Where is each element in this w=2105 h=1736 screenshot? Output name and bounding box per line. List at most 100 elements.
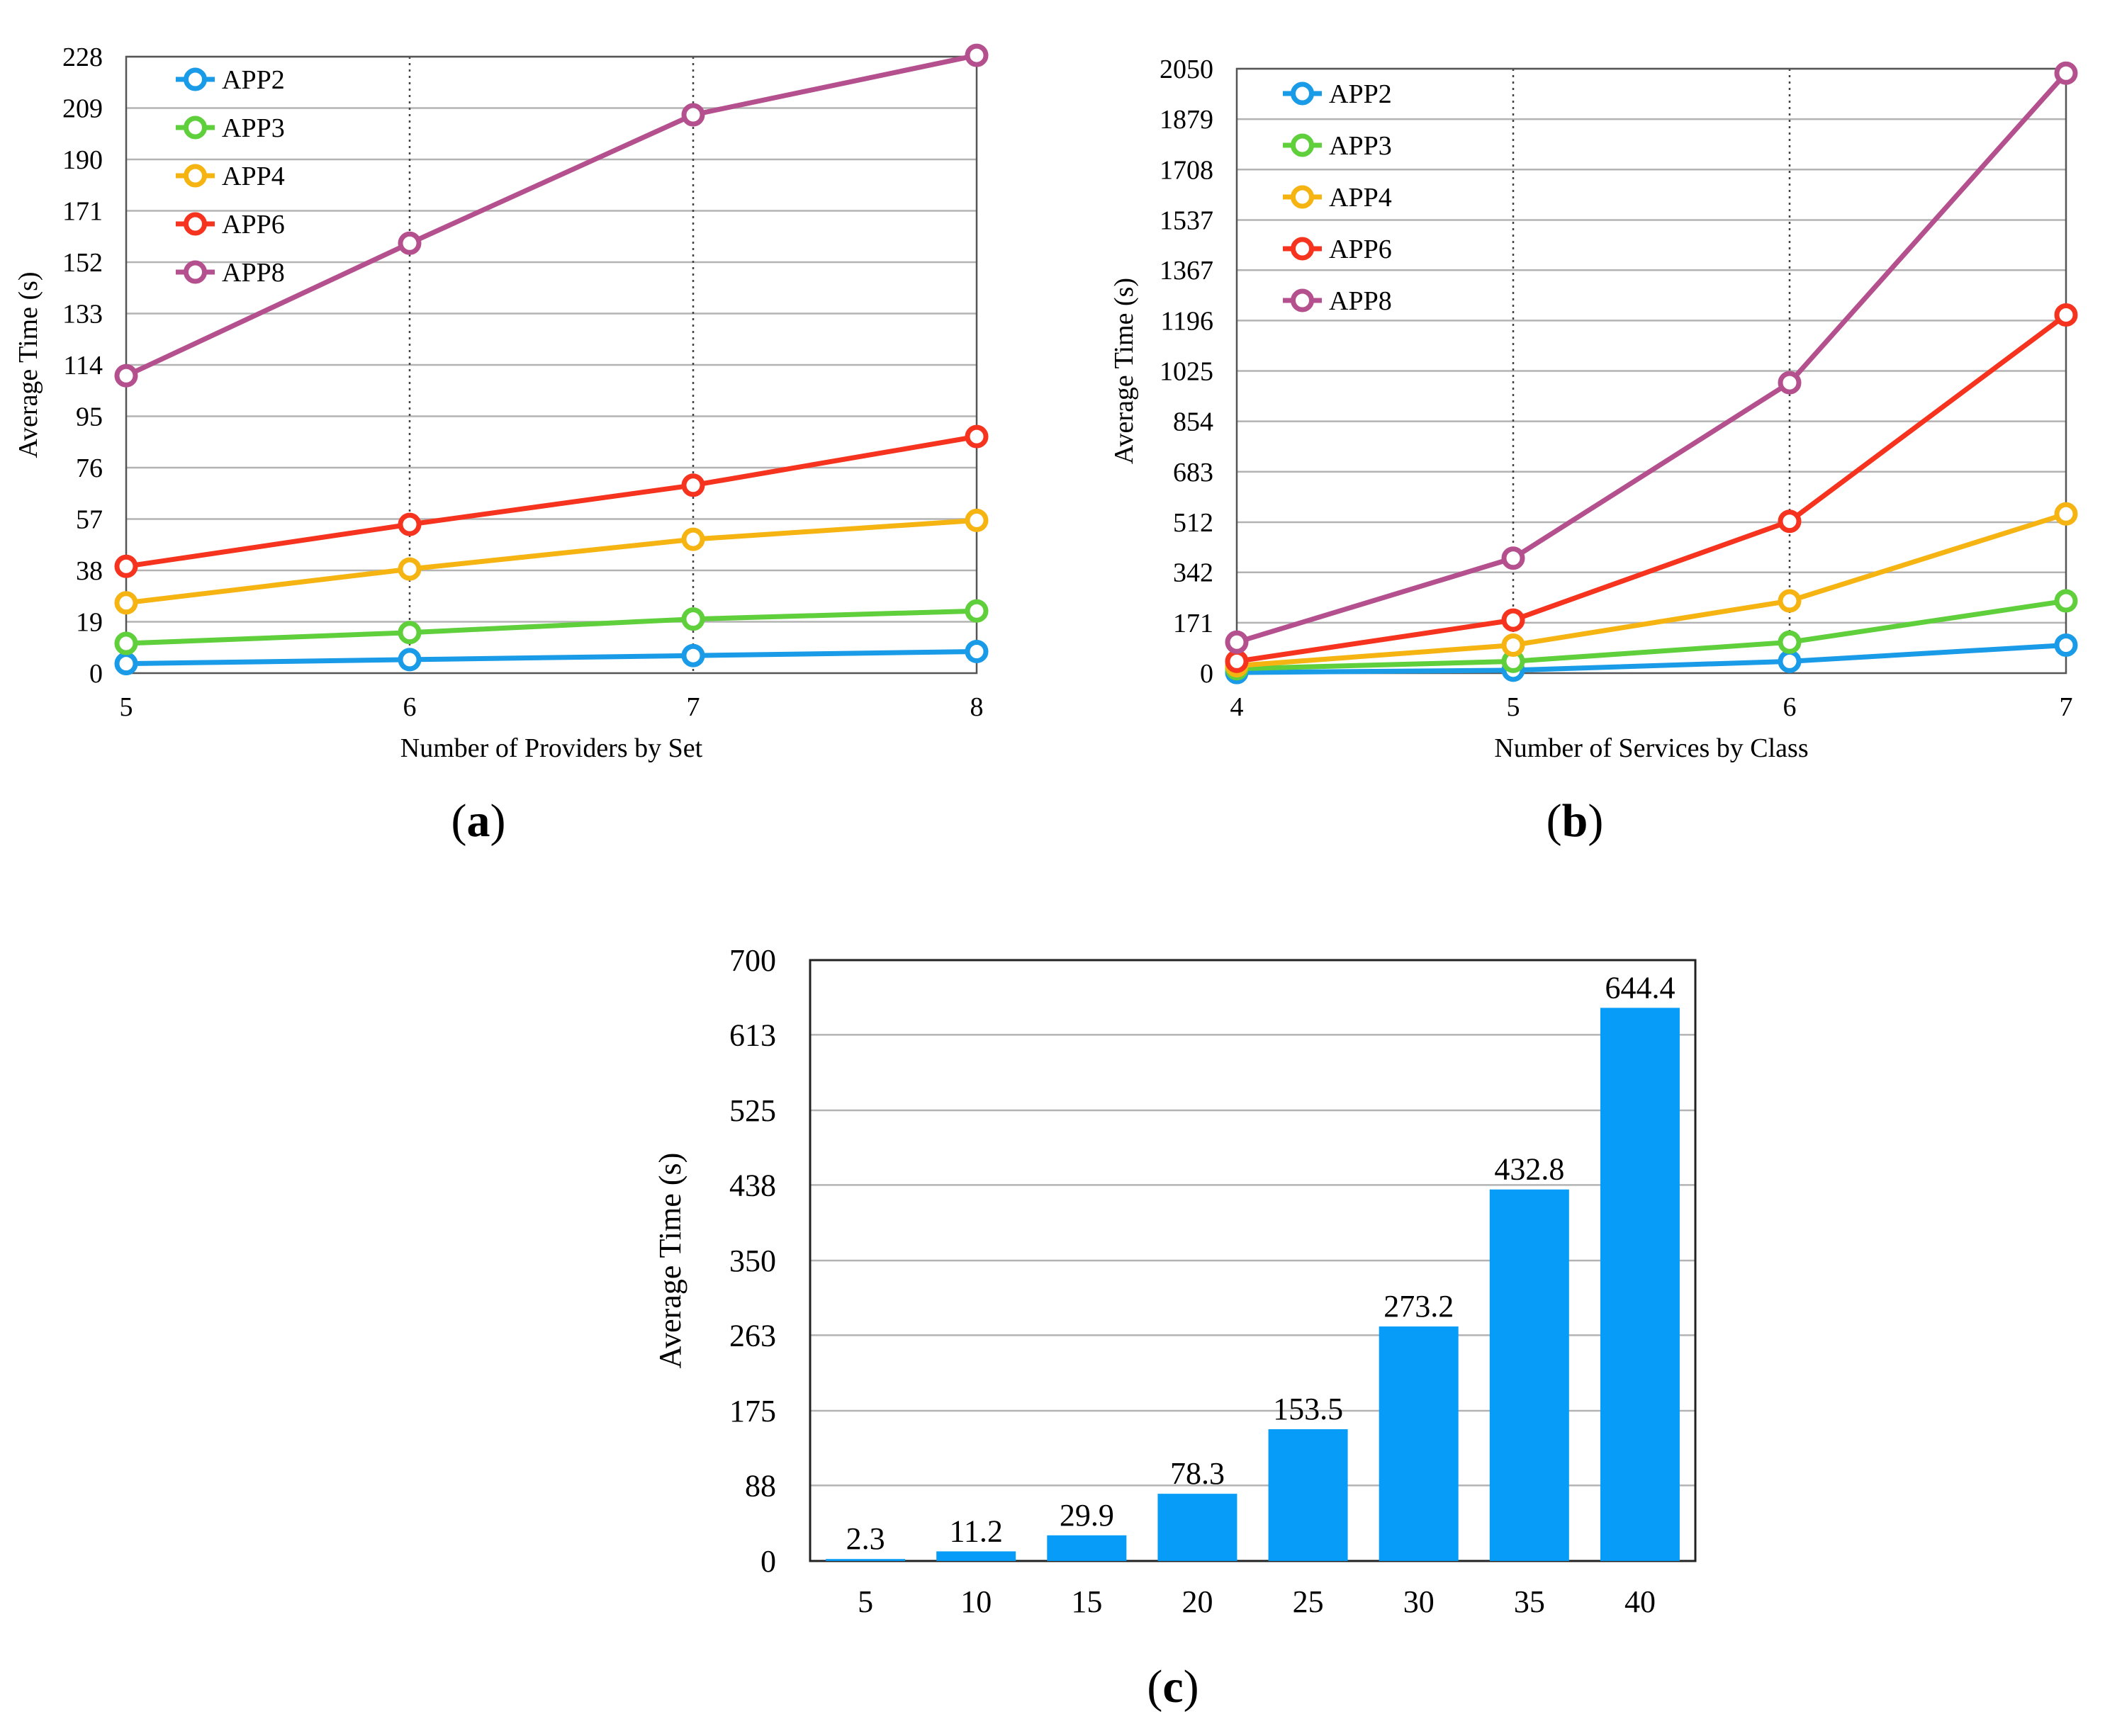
plot-frame — [809, 959, 1697, 1562]
legend-swatch-marker — [184, 67, 207, 91]
bar-10 — [936, 1551, 1016, 1561]
legend-swatch-marker — [184, 164, 207, 188]
x-axis-title: Number of Services by Class — [1494, 733, 1808, 763]
legend-swatch-marker — [184, 260, 207, 284]
panel-letter: c — [1162, 1661, 1183, 1713]
legend-label: APP6 — [222, 210, 285, 239]
bar-data-label: 273.2 — [1383, 1289, 1454, 1324]
x-tick-label: 8 — [970, 692, 984, 722]
x-tick-label: 6 — [403, 692, 417, 722]
legend-label: APP4 — [1329, 183, 1392, 213]
y-tick-label: 190 — [62, 145, 103, 175]
series-line-app6 — [125, 434, 977, 569]
y-tick-label: 152 — [62, 248, 103, 278]
y-axis-title: Average Time (s) — [1109, 278, 1139, 464]
bar-data-label: 644.4 — [1605, 970, 1675, 1005]
plot-frame — [1235, 67, 2067, 675]
chart-panel-b: 0 171 342 512 683 854 1025 1196 1367 1537 1708 1879… — [1109, 55, 2078, 847]
y-tick-label: 57 — [76, 505, 103, 535]
panel-label-b: (b) — [1547, 795, 1604, 847]
legend-swatch-marker — [1291, 81, 1314, 106]
y-tick-label: 19 — [76, 608, 103, 638]
series-line-app4 — [125, 517, 977, 606]
legend-swatch-marker — [1291, 185, 1314, 209]
data-point-app2 — [398, 648, 422, 672]
legend-label: APP2 — [222, 65, 285, 95]
legend-item-app6: APP6 — [176, 210, 285, 239]
bar-data-label: 2.3 — [846, 1521, 885, 1556]
y-tick-label: 525 — [729, 1093, 776, 1128]
bar-5 — [826, 1559, 906, 1561]
y-tick-label: 854 — [1173, 407, 1213, 437]
y-tick-label: 1196 — [1160, 306, 1213, 336]
y-tick-label: 175 — [729, 1394, 776, 1428]
bar-15 — [1047, 1535, 1127, 1561]
y-tick-label: 171 — [62, 197, 103, 227]
legend-swatch-marker — [1291, 133, 1314, 157]
data-point-app6 — [398, 512, 422, 536]
legend-label: APP3 — [1329, 131, 1392, 161]
series-line-app2 — [125, 648, 977, 667]
series-line-app8 — [125, 52, 977, 378]
panel-letter: b — [1562, 795, 1588, 847]
legend-swatch-marker — [1291, 288, 1314, 312]
data-point-app8 — [965, 43, 989, 67]
data-point-app2 — [2054, 633, 2078, 657]
data-point-app4 — [681, 527, 705, 551]
panel-letter: a — [467, 795, 490, 847]
bar-data-label: 78.3 — [1170, 1456, 1225, 1491]
y-tick-label: 613 — [729, 1018, 776, 1052]
x-tick-label: 5 — [858, 1584, 873, 1619]
bar-35 — [1489, 1189, 1569, 1561]
data-point-app4 — [114, 591, 138, 615]
x-tick-label: 5 — [1507, 692, 1520, 722]
series-line-app4 — [1236, 511, 2067, 669]
x-tick-label: 25 — [1293, 1584, 1324, 1619]
y-tick-label: 512 — [1173, 508, 1213, 538]
legend-item-app6: APP6 — [1283, 235, 1392, 264]
bar-25 — [1268, 1429, 1348, 1561]
y-tick-label: 1367 — [1160, 256, 1213, 286]
y-tick-label: 1708 — [1160, 155, 1213, 185]
data-point-app8 — [114, 363, 138, 388]
legend-label: APP3 — [222, 113, 285, 143]
x-tick-label: 40 — [1624, 1584, 1656, 1619]
x-tick-label: 35 — [1514, 1584, 1545, 1619]
legend-label: APP8 — [222, 258, 285, 288]
x-tick-label: 15 — [1071, 1584, 1102, 1619]
y-tick-label: 133 — [62, 300, 103, 329]
legend-label: APP8 — [1329, 286, 1392, 316]
legend-label: APP4 — [222, 162, 285, 191]
data-point-app3 — [398, 621, 422, 645]
legend-item-app3: APP3 — [1283, 131, 1392, 161]
x-tick-label: 20 — [1181, 1584, 1213, 1619]
bar-data-label: 153.5 — [1273, 1392, 1343, 1426]
y-tick-label: 263 — [729, 1318, 776, 1353]
bar-30 — [1379, 1326, 1459, 1561]
legend-item-app2: APP2 — [176, 65, 285, 95]
legend-swatch-marker — [184, 115, 207, 140]
data-point-app4 — [1501, 633, 1525, 657]
bar-data-label: 29.9 — [1060, 1498, 1114, 1533]
y-tick-label: 683 — [1173, 458, 1213, 487]
y-tick-label: 350 — [729, 1244, 776, 1278]
y-tick-label: 1879 — [1160, 105, 1213, 135]
legend-item-app8: APP8 — [1283, 286, 1392, 316]
x-tick-label: 6 — [1783, 692, 1797, 722]
y-tick-label: 95 — [76, 402, 103, 432]
bar-40 — [1600, 1008, 1680, 1561]
x-tick-label: 10 — [960, 1584, 992, 1619]
bar-20 — [1157, 1494, 1237, 1561]
series-line-app3 — [125, 608, 977, 646]
legend-item-app4: APP4 — [176, 162, 285, 191]
chart-panel-a: 0 19 38 57 76 95 114 133 152 171 190 209 228 5 6 7 8 Numb… — [13, 43, 989, 847]
legend-swatch-marker — [184, 212, 207, 236]
y-axis-title: Average Time (s) — [13, 271, 43, 458]
data-point-app2 — [114, 652, 138, 676]
y-tick-label: 1025 — [1160, 357, 1213, 387]
y-tick-label: 228 — [62, 43, 103, 72]
data-point-app6 — [2054, 303, 2078, 327]
y-tick-label: 38 — [76, 556, 103, 586]
data-point-app8 — [2054, 61, 2078, 85]
